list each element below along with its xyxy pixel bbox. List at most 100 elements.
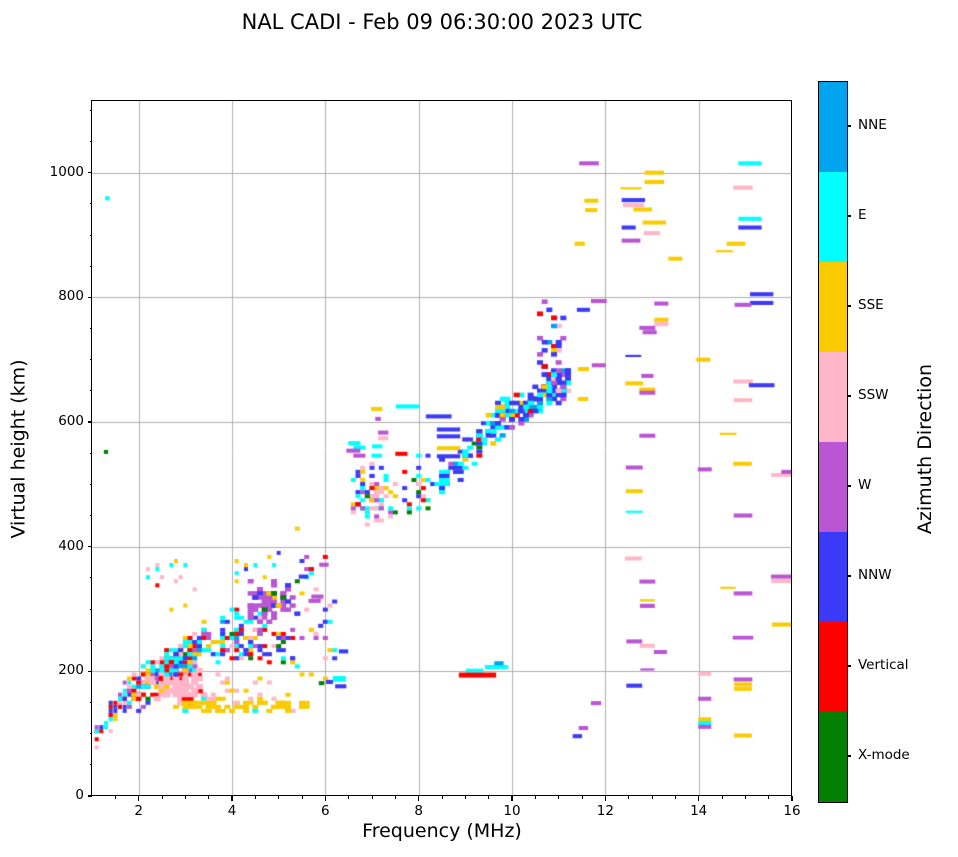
ionogram-scatter-canvas	[92, 101, 792, 796]
y-minor-tick	[89, 483, 92, 485]
y-minor-tick	[89, 702, 92, 703]
y-minor-tick	[89, 577, 92, 579]
x-axis-label: Frequency (MHz)	[362, 820, 522, 842]
y-minor-tick	[89, 234, 92, 236]
y-minor-tick	[89, 203, 92, 205]
colorbar-label-nne: NNE	[858, 117, 887, 133]
y-tick-label: 1000	[49, 163, 84, 180]
x-minor-tick	[371, 796, 373, 799]
colorbar-tick	[847, 125, 851, 127]
y-minor-tick	[89, 515, 92, 516]
colorbar-title-wrap: Azimuth Direction	[905, 101, 945, 796]
colorbar-tick	[847, 305, 851, 307]
colorbar-tick	[847, 755, 851, 757]
colorbar-label-e: E	[858, 207, 867, 223]
x-minor-tick	[254, 796, 256, 799]
x-major-tick	[698, 796, 700, 801]
x-minor-tick	[184, 796, 186, 799]
colorbar-segment-ssw	[819, 352, 847, 442]
colorbar-segment-nnw	[819, 532, 847, 622]
y-tick-label: 0	[75, 787, 84, 803]
colorbar-tick	[847, 395, 851, 397]
y-minor-tick	[89, 141, 92, 143]
x-tick-label: 4	[227, 803, 237, 819]
x-tick-label: 2	[134, 803, 143, 819]
colorbar-label-vertical: Vertical	[858, 657, 909, 673]
y-minor-tick	[89, 109, 92, 111]
colorbar-tick	[847, 575, 851, 577]
colorbar-title: Azimuth Direction	[914, 363, 937, 534]
x-minor-tick	[768, 796, 770, 799]
azimuth-colorbar	[818, 81, 848, 803]
x-tick-label: 10	[503, 803, 521, 819]
colorbar-label-nnw: NNW	[858, 567, 892, 583]
x-tick-label: 16	[783, 803, 801, 819]
y-tick-label: 400	[58, 537, 84, 554]
y-tick-label: 200	[58, 662, 84, 679]
x-minor-tick	[348, 796, 350, 799]
colorbar-segment-e	[819, 172, 847, 262]
x-minor-tick	[301, 796, 303, 799]
x-minor-tick	[651, 796, 653, 799]
y-major-tick	[87, 421, 92, 423]
y-major-tick	[87, 172, 92, 174]
colorbar-segment-x-mode	[819, 712, 847, 802]
y-minor-tick	[89, 359, 92, 361]
x-major-tick	[604, 796, 606, 801]
y-tick-label: 800	[58, 288, 84, 305]
x-major-tick	[511, 796, 513, 801]
x-minor-tick	[464, 796, 466, 799]
colorbar-segment-sse	[819, 262, 847, 352]
y-major-tick	[87, 546, 92, 548]
x-minor-tick	[161, 796, 163, 799]
x-tick-label: 14	[690, 803, 708, 819]
y-major-tick	[87, 296, 92, 298]
y-minor-tick	[89, 452, 92, 454]
x-minor-tick	[674, 796, 676, 799]
y-major-tick	[87, 670, 92, 672]
colorbar-tick	[847, 665, 851, 667]
colorbar-tick	[847, 485, 851, 487]
colorbar-label-ssw: SSW	[858, 387, 889, 403]
x-minor-tick	[488, 796, 490, 799]
colorbar-label-x-mode: X-mode	[858, 747, 910, 763]
chart-title: NAL CADI - Feb 09 06:30:00 2023 UTC	[241, 10, 643, 34]
y-major-tick	[87, 795, 92, 797]
colorbar-label-sse: SSE	[858, 297, 884, 313]
colorbar-segment-nne	[819, 82, 847, 172]
y-minor-tick	[89, 639, 92, 641]
y-axis-label: Virtual height (km)	[8, 358, 30, 539]
y-axis-label-wrap: Virtual height (km)	[0, 101, 38, 796]
x-minor-tick	[721, 796, 723, 799]
y-minor-tick	[89, 328, 92, 329]
x-minor-tick	[278, 796, 280, 799]
y-minor-tick	[89, 265, 92, 267]
x-tick-label: 12	[596, 803, 614, 819]
x-major-tick	[138, 796, 140, 801]
y-minor-tick	[89, 764, 92, 766]
x-minor-tick	[581, 796, 583, 799]
x-minor-tick	[208, 796, 210, 799]
y-minor-tick	[89, 608, 92, 610]
x-major-tick	[231, 796, 233, 801]
x-minor-tick	[558, 796, 560, 799]
x-minor-tick	[441, 796, 443, 799]
x-tick-label: 6	[321, 803, 330, 819]
colorbar-tick	[847, 215, 851, 217]
x-tick-label: 8	[414, 803, 423, 819]
y-minor-tick	[89, 390, 92, 392]
x-minor-tick	[114, 796, 116, 799]
colorbar-segment-vertical	[819, 622, 847, 712]
x-major-tick	[418, 796, 420, 801]
y-tick-label: 600	[58, 413, 84, 429]
colorbar-segment-w	[819, 442, 847, 532]
x-major-tick	[791, 796, 793, 801]
x-minor-tick	[628, 796, 630, 799]
x-major-tick	[324, 796, 326, 801]
x-minor-tick	[744, 796, 746, 799]
x-minor-tick	[394, 796, 396, 799]
x-minor-tick	[534, 796, 536, 799]
colorbar-label-w: W	[858, 477, 872, 493]
y-minor-tick	[89, 733, 92, 735]
